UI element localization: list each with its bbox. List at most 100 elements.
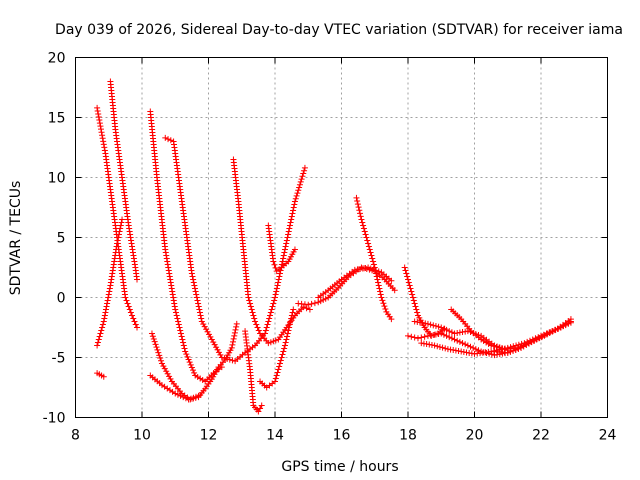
data-point [217, 351, 224, 358]
data-point [362, 231, 369, 238]
series-arc-1 [94, 104, 141, 331]
data-point [539, 333, 546, 340]
data-point [130, 315, 137, 322]
data-point [299, 173, 306, 180]
data-point [365, 243, 372, 250]
data-point [290, 207, 297, 214]
data-point [305, 301, 312, 308]
data-point [197, 312, 204, 319]
data-point [190, 276, 197, 283]
data-point [281, 249, 288, 256]
data-point [208, 336, 215, 343]
data-point [411, 300, 418, 307]
series-arc-3 [94, 216, 126, 349]
data-point [462, 341, 469, 348]
data-point [96, 333, 103, 340]
series-arc-13 [295, 264, 398, 308]
series-arc-4 [94, 370, 107, 380]
data-point [555, 325, 562, 332]
data-point [123, 297, 130, 304]
data-point [167, 375, 174, 382]
data-point [129, 312, 136, 319]
data-point [520, 343, 527, 350]
data-point [303, 305, 310, 312]
data-point [279, 258, 286, 265]
data-point [292, 195, 299, 202]
data-point [388, 316, 395, 323]
data-point [408, 288, 415, 295]
y-tick-label: -10 [43, 411, 66, 427]
data-point [510, 347, 517, 354]
data-point [192, 288, 199, 295]
data-point [101, 147, 108, 154]
data-point [175, 318, 182, 325]
data-point [377, 291, 384, 298]
data-point [270, 258, 277, 265]
data-point [438, 330, 445, 337]
data-point [195, 300, 202, 307]
data-point [496, 344, 503, 351]
data-point [370, 266, 377, 273]
data-point [97, 123, 104, 130]
data-point [544, 330, 551, 337]
data-point [354, 197, 361, 204]
data-point [195, 392, 202, 399]
data-point [99, 135, 106, 142]
data-point [271, 261, 278, 268]
data-point [100, 141, 107, 148]
data-point [201, 323, 208, 330]
series-arc-2 [107, 78, 141, 283]
data-point [125, 303, 132, 310]
data-point [188, 270, 195, 277]
data-point [413, 306, 420, 313]
data-point [367, 265, 374, 272]
data-point [288, 312, 295, 319]
y-tick-label: 0 [57, 291, 66, 307]
data-point [177, 330, 184, 337]
data-point [369, 255, 376, 262]
data-point [157, 355, 164, 362]
data-point [281, 246, 288, 253]
data-point [245, 294, 252, 301]
data-point [191, 282, 198, 289]
grid-lines [75, 57, 608, 418]
y-tick-label: 20 [48, 51, 66, 67]
x-tick-label: 14 [266, 428, 284, 444]
data-point [203, 326, 210, 333]
data-point [194, 297, 201, 304]
data-point [105, 294, 112, 301]
series-arc-9 [230, 156, 313, 347]
data-point [106, 285, 113, 292]
data-point [361, 228, 368, 235]
data-point [373, 273, 380, 280]
data-point [166, 373, 173, 380]
data-point [403, 270, 410, 277]
data-point [249, 309, 256, 316]
data-point [210, 339, 217, 346]
data-point [205, 331, 212, 338]
data-point [251, 315, 258, 322]
data-point [280, 252, 287, 259]
data-point [418, 334, 425, 341]
data-point [448, 329, 455, 336]
data-point [172, 390, 179, 397]
axis-ticks: 8 10 12 14 16 18 20 22 24 -10 -5 0 5 10 15 20 [43, 51, 617, 444]
data-point [526, 340, 533, 347]
data-point [377, 288, 384, 295]
data-point [102, 306, 109, 313]
data-point [459, 340, 466, 347]
data-point [124, 300, 131, 307]
data-point [366, 246, 373, 253]
data-point [411, 334, 418, 341]
data-point [213, 344, 220, 351]
data-point [151, 338, 158, 345]
data-point [193, 291, 200, 298]
data-point [412, 303, 419, 310]
data-point [190, 279, 197, 286]
data-point [376, 285, 383, 292]
data-point [293, 192, 300, 199]
data-point [287, 219, 294, 226]
series-line [96, 372, 105, 378]
series-arc-17 [405, 330, 525, 359]
data-point [279, 351, 286, 358]
